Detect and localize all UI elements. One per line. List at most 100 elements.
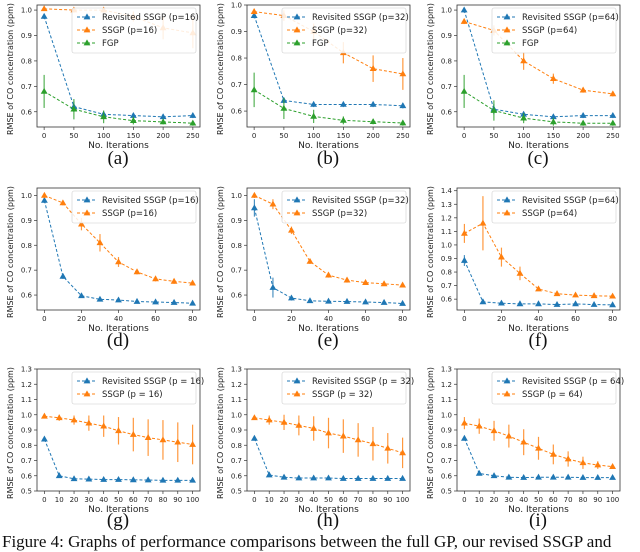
- x-tick-label: 40: [519, 496, 528, 504]
- data-point-marker: [40, 412, 48, 419]
- data-point-marker: [250, 414, 258, 421]
- legend: Revisited SSGP (p = 64) SSGP (p = 64): [491, 371, 624, 405]
- axes-frame: [36, 368, 201, 492]
- data-point-marker: [579, 111, 587, 118]
- legend-marker: [293, 196, 301, 203]
- data-point-marker: [384, 444, 392, 451]
- subfigure-label: (d): [106, 330, 130, 351]
- x-tick-label: 10: [265, 496, 274, 504]
- legend-marker: [83, 196, 91, 203]
- legend-label: Revisited SSGP (p=16): [102, 196, 199, 206]
- series-ssgp: [250, 414, 407, 469]
- data-point-marker: [325, 474, 332, 481]
- y-tick-label: 1.3: [231, 366, 242, 374]
- legend-label: FGP: [522, 39, 539, 49]
- series-ssgp: [460, 417, 617, 469]
- legend-box: [281, 190, 407, 224]
- data-point-marker: [250, 86, 258, 93]
- data-point-marker: [579, 119, 587, 126]
- y-tick-label: 1.0: [21, 192, 32, 200]
- x-tick-label: 50: [69, 132, 78, 140]
- y-tick-label: 0.6: [21, 108, 33, 116]
- x-tick-label: 0: [42, 315, 46, 323]
- data-point-marker: [189, 299, 197, 306]
- x-tick-label: 60: [151, 315, 160, 323]
- legend-box: [71, 371, 197, 405]
- legend-box: [71, 7, 197, 54]
- data-point-marker: [310, 424, 318, 431]
- legend-marker: [293, 390, 301, 397]
- data-point-marker: [170, 277, 178, 284]
- data-point-marker: [609, 90, 617, 97]
- data-point-marker: [564, 473, 572, 480]
- y-tick-label: 0.9: [21, 427, 32, 435]
- data-point-marker: [579, 459, 587, 466]
- y-tick-label: 0.8: [441, 442, 452, 450]
- x-tick-label: 200: [576, 132, 589, 140]
- x-tick-label: 50: [534, 496, 543, 504]
- subfigure-label: (g): [106, 510, 130, 531]
- x-tick-label: 250: [186, 132, 199, 140]
- data-point-marker: [250, 8, 258, 14]
- y-tick-label: 0.8: [441, 57, 452, 65]
- y-axis-label: RMSE of CO concentration (ppm): [216, 3, 225, 135]
- x-tick-label: 70: [354, 496, 363, 504]
- x-tick-label: 100: [97, 132, 110, 140]
- y-tick-label: 1.0: [231, 411, 242, 419]
- legend-marker: [293, 39, 301, 46]
- data-point-marker: [129, 476, 137, 483]
- data-point-marker: [280, 418, 288, 425]
- data-point-marker: [609, 463, 617, 469]
- data-point-marker: [590, 292, 598, 299]
- series-revisited: [460, 255, 617, 308]
- x-tick-label: 50: [114, 496, 123, 504]
- y-tick-label: 1.3: [21, 366, 32, 374]
- x-tick-label: 100: [396, 496, 409, 504]
- y-tick-label: 1.3: [441, 366, 452, 374]
- data-point-marker: [55, 414, 63, 421]
- series-revisited: [460, 434, 617, 480]
- legend: Revisited SSGP (p = 16) SSGP (p = 16): [71, 371, 204, 405]
- y-tick-label: 1.1: [21, 396, 32, 404]
- data-point-marker: [460, 419, 468, 426]
- data-point-marker: [40, 5, 48, 12]
- data-point-marker: [100, 113, 108, 120]
- data-point-marker: [250, 12, 258, 18]
- y-tick-label: 0.9: [441, 255, 452, 263]
- y-tick-label: 1.1: [231, 396, 242, 404]
- series-line: [464, 222, 613, 297]
- series-revisited: [250, 199, 407, 306]
- series-ssgp: [40, 191, 197, 286]
- data-point-marker: [609, 473, 617, 480]
- x-tick-label: 10: [55, 496, 64, 504]
- data-point-marker: [399, 299, 407, 306]
- axes-frame: [36, 4, 201, 128]
- data-point-marker: [399, 474, 407, 481]
- data-point-marker: [159, 436, 167, 443]
- chart-panel: 0 20 40 60 80 0.6 0.7 0.8 0.9 1.0 No. Iterations RM…: [210, 175, 423, 355]
- data-point-marker: [129, 117, 137, 123]
- x-axis-label: No. Iterations: [508, 505, 569, 515]
- y-tick-label: 0.6: [231, 108, 243, 116]
- x-tick-label: 80: [368, 496, 377, 504]
- chart-panel: 0 20 40 60 80 0.6 0.7 0.8 0.9 1.0 No. Iterations RM…: [0, 175, 213, 355]
- data-point-marker: [129, 430, 137, 437]
- legend-marker: [503, 13, 511, 20]
- data-point-marker: [339, 116, 347, 123]
- data-point-marker: [369, 100, 377, 107]
- data-point-marker: [295, 474, 303, 481]
- x-tick-label: 30: [504, 496, 513, 504]
- chart-panel: 0 50 100 150 200 250 0.6 0.7 0.8 0.9 1.0 No. Iterat…: [210, 0, 423, 180]
- data-point-marker: [549, 113, 557, 120]
- y-axis-label: RMSE of CO concentration (ppm): [216, 367, 225, 499]
- y-tick-label: 0.7: [21, 267, 32, 275]
- data-point-marker: [159, 113, 167, 120]
- data-point-marker: [100, 422, 108, 429]
- x-axis-label: No. Iterations: [88, 505, 149, 515]
- x-tick-label: 60: [129, 496, 138, 504]
- data-point-marker: [572, 291, 579, 298]
- x-tick-label: 80: [398, 315, 407, 323]
- subfigure-label: (b): [316, 148, 340, 169]
- y-tick-label: 0.9: [21, 217, 32, 225]
- legend: Revisited SSGP (p=32) SSGP (p=32) FGP: [281, 7, 409, 54]
